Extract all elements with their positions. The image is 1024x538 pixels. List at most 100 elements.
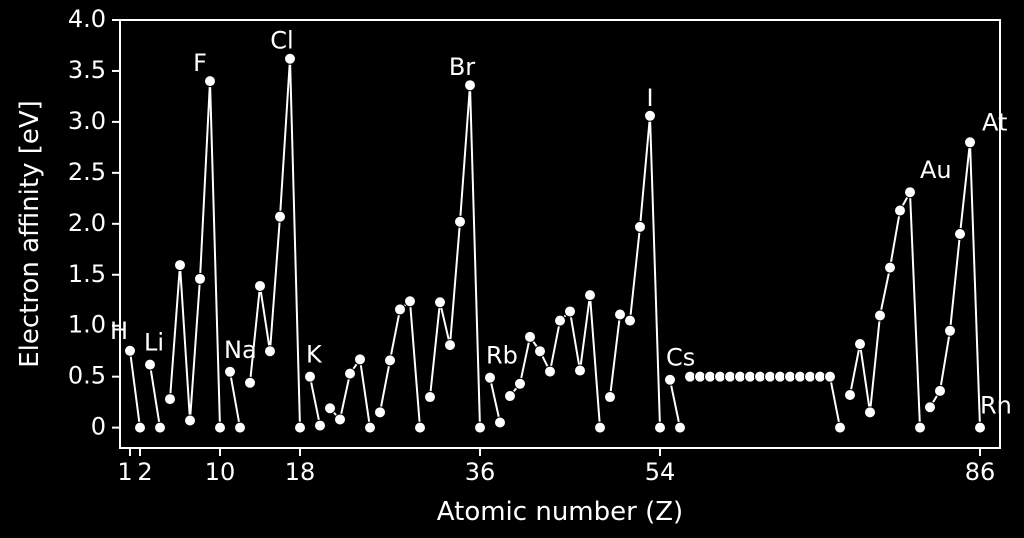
element-label-i: I [646,84,653,112]
data-point [845,390,856,401]
data-point [755,371,766,382]
x-tick-label: 2 [137,458,152,486]
y-axis-title: Electron affinity [eV] [15,100,45,368]
data-point [865,407,876,418]
element-label-h: H [110,317,128,345]
data-point [375,407,386,418]
electron-affinity-chart: 00.51.01.52.02.53.03.54.0121018365486Ato… [0,0,1024,538]
data-point [625,315,636,326]
data-point [185,415,196,426]
data-point [635,221,646,232]
data-point [255,280,266,291]
data-point [935,385,946,396]
data-point [885,262,896,273]
data-point [655,422,666,433]
element-label-br: Br [449,53,475,81]
data-point [725,371,736,382]
data-point [365,422,376,433]
x-tick-label: 54 [645,458,676,486]
data-point [775,371,786,382]
element-label-li: Li [144,329,164,357]
data-point [495,417,506,428]
data-point [605,392,616,403]
data-point [595,422,606,433]
x-tick-label: 86 [965,458,996,486]
data-point [615,309,626,320]
data-point [905,187,916,198]
x-axis-title: Atomic number (Z) [437,497,683,527]
data-point [335,414,346,425]
data-point [805,371,816,382]
data-point [215,422,226,433]
data-point [825,371,836,382]
data-point [575,365,586,376]
data-point [915,422,926,433]
data-point [505,391,516,402]
data-point [705,371,716,382]
data-point [485,372,496,383]
data-point [585,290,596,301]
y-tick-label: 3.0 [68,107,106,135]
data-point [715,371,726,382]
y-tick-label: 0.5 [68,362,106,390]
y-tick-label: 4.0 [68,5,106,33]
data-point [275,211,286,222]
data-point [695,371,706,382]
data-point [435,297,446,308]
data-point [965,137,976,148]
y-tick-label: 1.5 [68,260,106,288]
data-point [155,422,166,433]
data-point [815,371,826,382]
data-point [955,229,966,240]
data-point [205,76,216,87]
data-point [445,340,456,351]
data-point [535,346,546,357]
data-point [745,371,756,382]
data-point [355,354,366,365]
data-point [795,371,806,382]
data-point [835,422,846,433]
y-tick-label: 3.5 [68,56,106,84]
x-tick-label: 18 [285,458,316,486]
data-point [665,374,676,385]
data-point [925,402,936,413]
data-point [855,339,866,350]
element-label-cs: Cs [666,344,695,372]
data-point [675,422,686,433]
data-point [785,371,796,382]
data-point [225,366,236,377]
data-point [135,422,146,433]
data-point [565,306,576,317]
data-point [305,371,316,382]
element-label-f: F [193,49,207,77]
element-label-cl: Cl [270,27,293,55]
element-label-rb: Rb [486,342,518,370]
element-label-rn: Rn [980,392,1012,420]
data-point [265,346,276,357]
data-point [315,420,326,431]
element-label-au: Au [920,156,952,184]
y-tick-label: 1.0 [68,311,106,339]
data-point [235,422,246,433]
y-tick-label: 2.0 [68,209,106,237]
x-tick-label: 1 [117,458,132,486]
data-point [385,355,396,366]
data-point [765,371,776,382]
data-point [295,422,306,433]
data-point [945,325,956,336]
data-point [145,359,156,370]
y-tick-label: 2.5 [68,158,106,186]
data-point [875,310,886,321]
data-point [525,331,536,342]
element-label-na: Na [224,336,257,364]
data-point [975,422,986,433]
data-point [475,422,486,433]
element-label-at: At [982,108,1007,136]
data-point [555,315,566,326]
data-point [415,422,426,433]
data-point [685,371,696,382]
data-point [515,378,526,389]
data-point [345,368,356,379]
data-point [175,260,186,271]
data-point [285,53,296,64]
